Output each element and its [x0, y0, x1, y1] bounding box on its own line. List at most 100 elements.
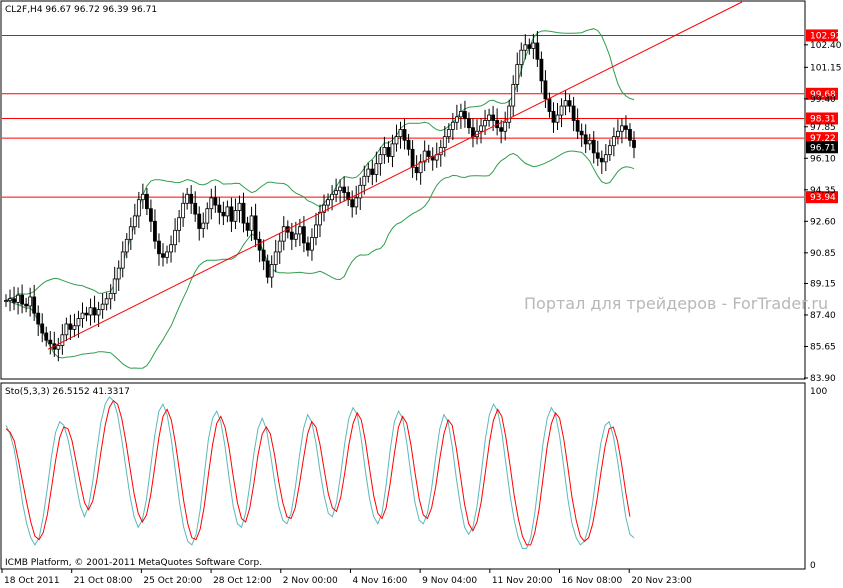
candle-up [4, 300, 8, 302]
candle-up [96, 309, 101, 316]
candle-up [607, 145, 612, 156]
candle-down [426, 150, 431, 157]
price-tick-label: 85.65 [810, 342, 836, 352]
candle-up [555, 114, 560, 123]
candle-up [88, 307, 93, 316]
candle-up [362, 175, 367, 186]
candle-up [181, 202, 186, 219]
candle-up [80, 312, 85, 319]
candle-down [571, 105, 576, 121]
candle-down [213, 197, 218, 206]
bollinger-lower [5, 150, 635, 369]
candle-down [217, 204, 222, 213]
level-tag-label: 93.94 [810, 193, 836, 203]
candle-up [128, 226, 133, 240]
candle-down [467, 118, 471, 129]
candle-down [402, 129, 407, 141]
candle-up [603, 154, 608, 163]
candle-up [326, 199, 330, 206]
horizontal-levels-group: 102.92 99.68 98.31 97.22 93.94 96.71 [2, 29, 842, 204]
candle-down [253, 215, 258, 240]
candle-up [293, 233, 298, 240]
candle-down [153, 220, 157, 242]
candle-up [446, 129, 451, 138]
candle-up [394, 136, 399, 145]
candle-up [563, 100, 568, 107]
stochastic-group: 100 0 [5, 387, 827, 571]
level-tag [806, 191, 838, 204]
symbol-info: CL2F,H4 96.67 96.72 96.39 96.71 [5, 5, 157, 15]
stochastic-main-line [5, 396, 635, 549]
price-tick-label: 90.85 [810, 249, 836, 259]
candle-down [92, 307, 97, 316]
candle-down [306, 242, 310, 251]
candle-up [314, 224, 318, 238]
price-tick-label: 102.40 [810, 41, 842, 51]
candle-up [511, 84, 516, 107]
candle-up [28, 296, 33, 307]
candle-down [257, 238, 262, 251]
candles-group [4, 30, 636, 362]
candle-down [149, 208, 153, 222]
candle-up [120, 251, 125, 269]
candle-down [261, 249, 266, 262]
price-tick-label: 97.85 [810, 123, 836, 133]
stochastic-signal-line [5, 399, 631, 546]
price-tick-label: 92.60 [810, 217, 836, 227]
time-tick-label: 20 Nov 23:00 [631, 576, 692, 586]
candle-down [463, 111, 467, 120]
time-tick-label: 21 Oct 08:00 [74, 576, 133, 586]
price-axis: 102.40 101.15 99.40 97.85 96.10 94.35 92.60 90.… [804, 41, 842, 384]
candle-down [499, 127, 504, 132]
candle-down [632, 139, 636, 148]
candle-up [519, 49, 524, 66]
time-tick-label: 16 Nov 08:00 [562, 576, 623, 586]
price-tick-label: 87.40 [810, 311, 836, 321]
candle-up [185, 193, 190, 204]
candle-down [350, 199, 355, 208]
candle-down [245, 222, 250, 231]
candle-up [515, 64, 520, 85]
candle-up [297, 226, 302, 235]
candle-down [44, 332, 49, 341]
candle-up [132, 215, 137, 228]
candle-down [591, 139, 596, 154]
candle-up [366, 168, 371, 177]
candle-up [225, 206, 230, 217]
candle-up [177, 217, 182, 231]
candle-down [410, 148, 415, 168]
level-tag [806, 87, 838, 100]
candle-up [205, 208, 210, 224]
candle-up [72, 325, 77, 330]
candle-up [483, 120, 487, 127]
candle-up [531, 42, 536, 49]
level-tag-label: 97.22 [810, 134, 836, 144]
level-tag-label: 98.31 [810, 114, 836, 124]
candle-up [454, 116, 459, 123]
trend-line [47, 1, 743, 350]
candle-down [543, 80, 548, 100]
current-price-label: 96.71 [810, 143, 836, 153]
candle-up [233, 210, 238, 222]
candle-down [527, 44, 532, 49]
level-tag [806, 29, 838, 42]
candle-up [169, 244, 173, 253]
candle-down [539, 58, 544, 82]
candle-up [249, 215, 254, 231]
candle-up [620, 125, 624, 132]
candle-down [551, 111, 556, 123]
candle-down [628, 129, 632, 141]
time-tick-label: 4 Nov 16:00 [352, 576, 407, 586]
candle-up [479, 125, 483, 132]
candle-down [289, 231, 294, 240]
candle-down [20, 294, 25, 305]
candle-down [301, 226, 306, 244]
candle-up [487, 114, 491, 121]
candle-down [386, 147, 391, 157]
candle-up [322, 204, 326, 213]
candle-up [56, 345, 61, 350]
candle-up [124, 238, 129, 253]
candle-down [12, 298, 16, 303]
level-tag [806, 112, 838, 125]
candle-up [269, 264, 274, 278]
